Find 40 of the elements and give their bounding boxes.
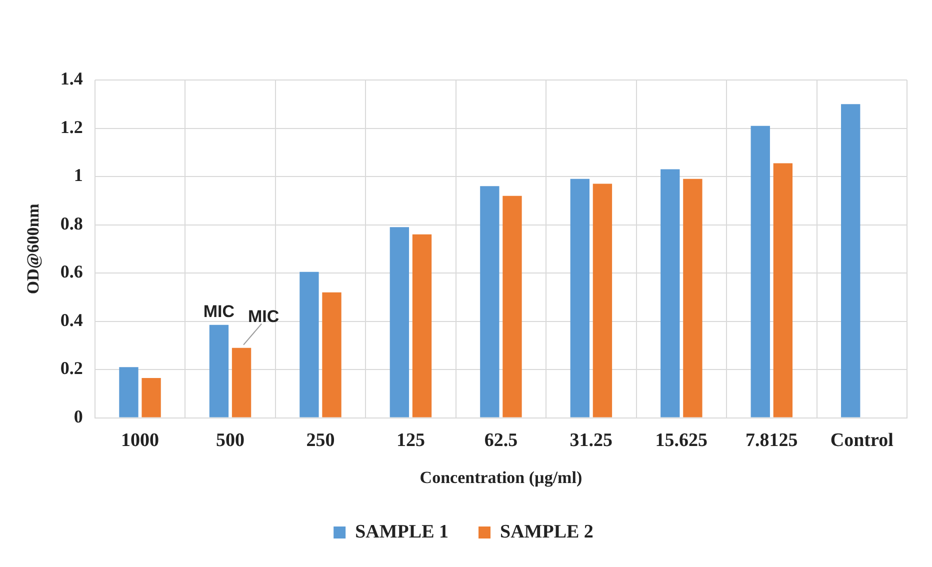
bar [592, 184, 612, 418]
x-tick-label: 15.625 [655, 430, 708, 452]
x-tick-label: Control [830, 430, 894, 452]
bar [119, 367, 138, 418]
y-tick-label: 0.8 [60, 213, 83, 234]
bar [683, 178, 702, 418]
annotation: MIC [203, 302, 235, 322]
x-tick-label: 1000 [121, 430, 160, 452]
bar [660, 169, 680, 418]
bar [841, 104, 860, 418]
y-tick-label: 0.2 [60, 358, 83, 378]
x-axis-title: Concentration (µg/ml) [420, 468, 582, 488]
bar [412, 234, 432, 418]
bar [232, 348, 252, 418]
y-tick-label: 1 [74, 165, 83, 186]
bar [390, 227, 410, 418]
legend-label: SAMPLE 2 [500, 521, 594, 542]
x-tick-label: 125 [396, 430, 425, 452]
x-tick-label: 250 [306, 430, 335, 452]
y-tick-label: 1.2 [60, 116, 83, 137]
bar [502, 196, 522, 418]
bar [570, 178, 590, 418]
y-tick-label: 1.4 [60, 68, 83, 89]
bar [773, 163, 793, 418]
bar [209, 324, 229, 418]
y-tick-label: 0.4 [60, 310, 83, 330]
bar [322, 292, 342, 418]
x-tick-label: 62.5 [484, 430, 518, 452]
y-tick-label: 0.6 [60, 262, 83, 282]
bar [142, 378, 161, 418]
annotation: MIC [248, 307, 280, 326]
bar [480, 186, 500, 418]
y-axis-title: OD@600nm [24, 204, 43, 294]
x-tick-label: 500 [216, 430, 244, 452]
legend-label: SAMPLE 1 [355, 521, 449, 542]
y-tick-label: 0 [74, 406, 83, 426]
bar [300, 272, 319, 418]
x-tick-label: 31.25 [570, 430, 613, 452]
bar [750, 126, 770, 418]
x-tick-label: 7.8125 [746, 430, 798, 452]
